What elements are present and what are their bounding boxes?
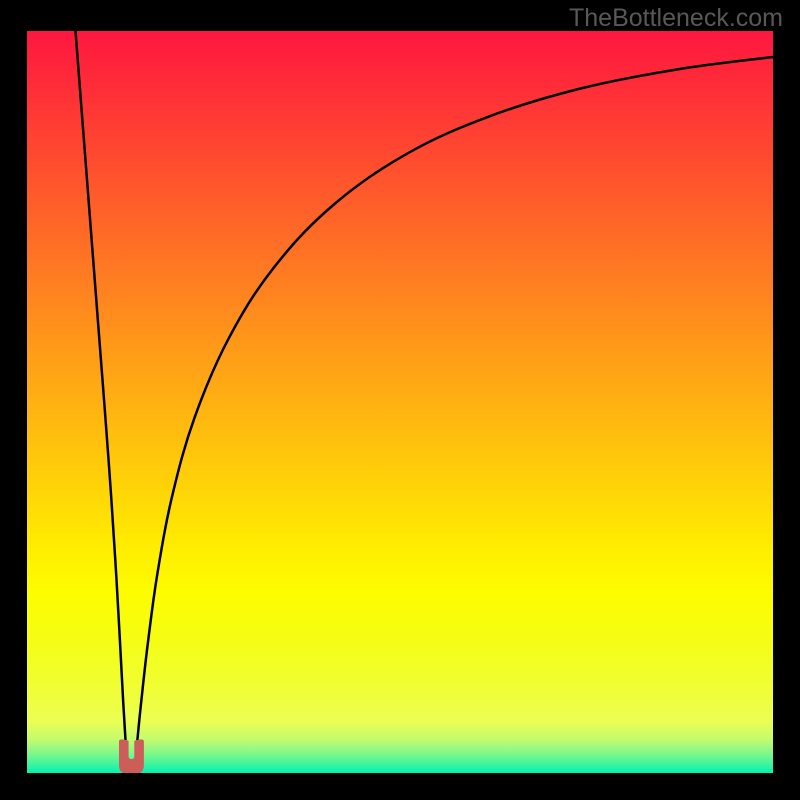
watermark-text: TheBottleneck.com <box>569 4 783 33</box>
chart-container: TheBottleneck.com <box>0 0 800 800</box>
bottleneck-plot <box>27 31 773 773</box>
plot-background <box>27 31 773 773</box>
